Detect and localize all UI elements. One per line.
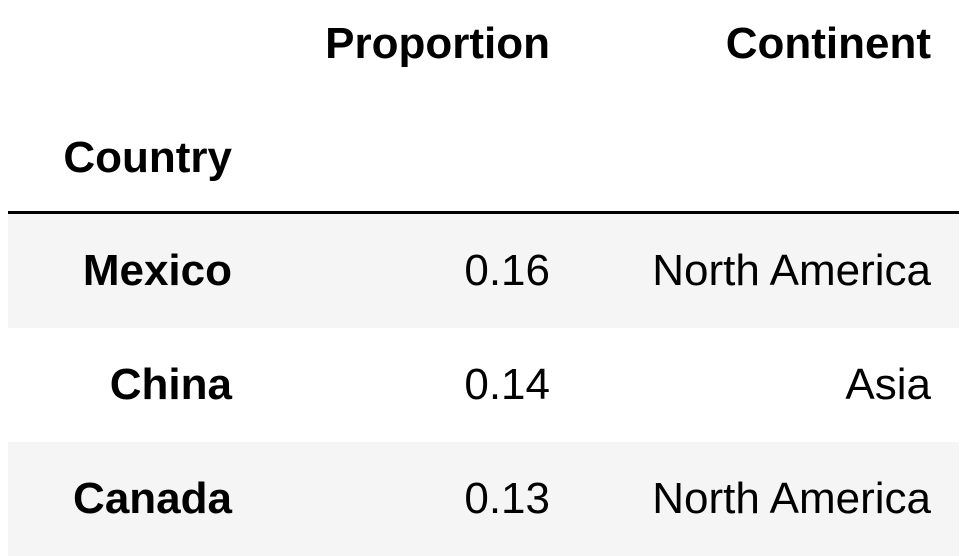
- index-header-blank: [550, 101, 931, 211]
- continent-cell: Asia: [845, 360, 931, 409]
- index-name-header: Country: [63, 133, 232, 182]
- table-row: China 0.14 Asia: [8, 328, 959, 442]
- proportion-cell: 0.13: [464, 474, 550, 523]
- index-header-blank: [232, 101, 550, 211]
- continent-cell: North America: [652, 474, 931, 523]
- column-header-row: Proportion Continent: [8, 0, 959, 101]
- row-index-label: China: [109, 360, 232, 409]
- index-header-row: Country: [8, 101, 959, 214]
- row-index-label: Mexico: [82, 246, 232, 295]
- continent-cell: North America: [652, 246, 931, 295]
- dataframe-table: Proportion Continent Country Mexico 0.16…: [8, 0, 959, 556]
- column-header-continent: Continent: [725, 19, 931, 68]
- header-blank-cell: [8, 0, 232, 101]
- table-row: Mexico 0.16 North America: [8, 214, 959, 328]
- proportion-cell: 0.16: [464, 246, 550, 295]
- column-header-proportion: Proportion: [325, 19, 550, 68]
- row-index-label: Canada: [73, 474, 232, 523]
- table-row: Canada 0.13 North America: [8, 442, 959, 556]
- proportion-cell: 0.14: [464, 360, 550, 409]
